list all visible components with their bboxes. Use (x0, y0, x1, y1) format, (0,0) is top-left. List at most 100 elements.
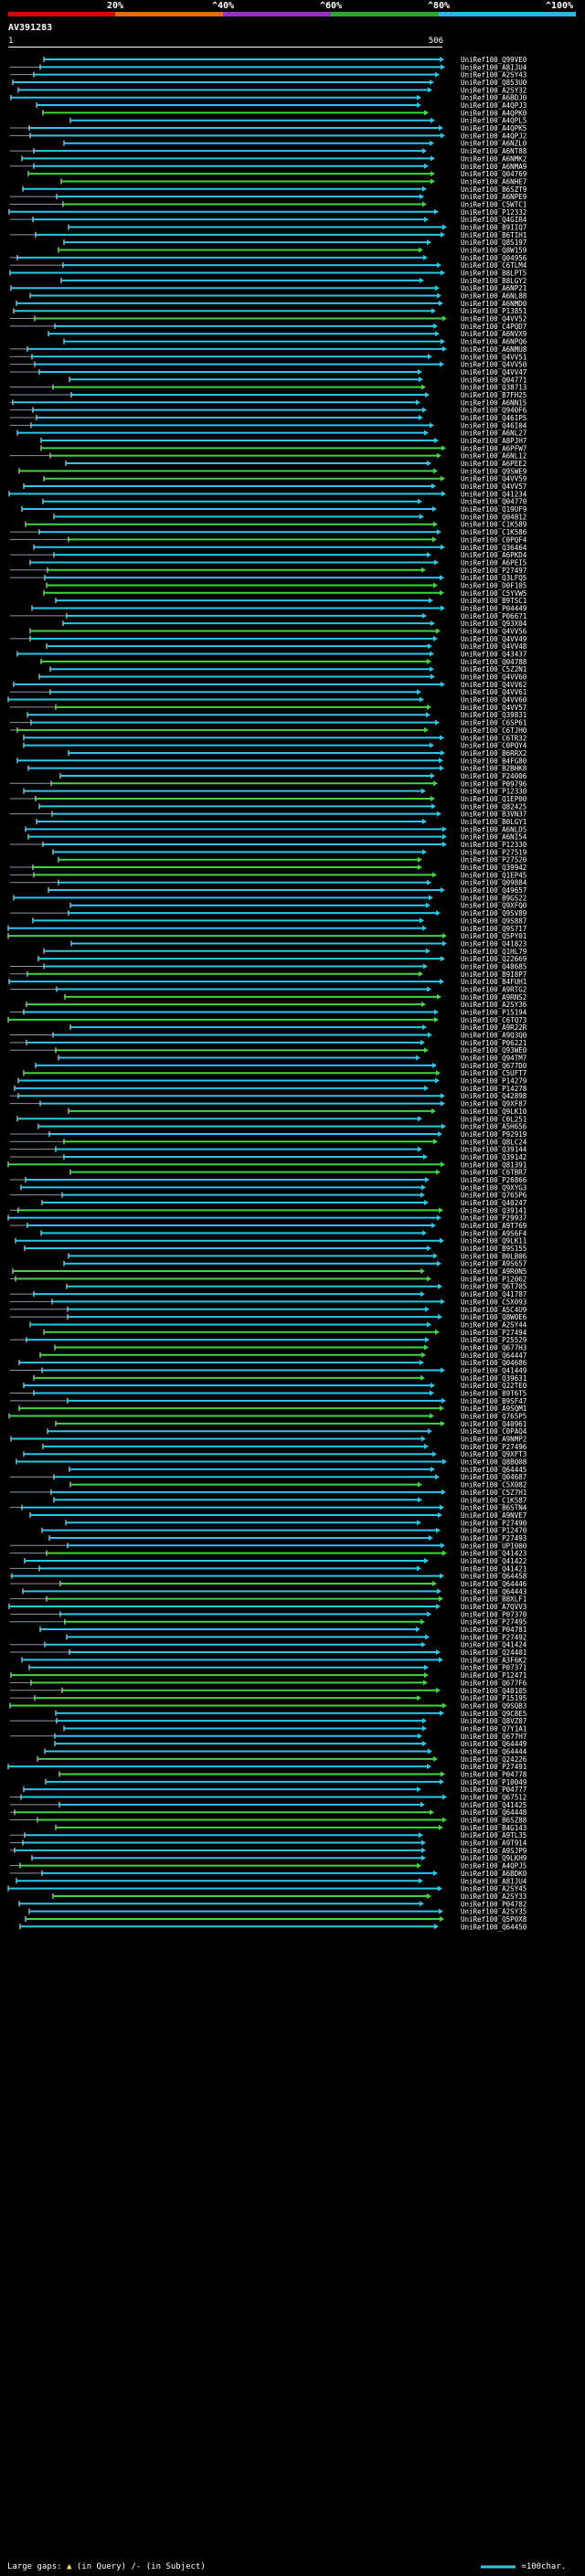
hit-label[interactable]: UniRef100_P12471 (461, 1671, 526, 1680)
hit-label[interactable]: UniRef100_Q64449 (461, 1740, 526, 1748)
hit-label[interactable]: UniRef100_C5X082 (461, 1481, 526, 1489)
hit-label[interactable]: UniRef100_Q40247 (461, 1199, 526, 1207)
hit-label[interactable]: UniRef100_B7FH25 (461, 391, 526, 399)
hit-label[interactable]: UniRef100_Q22669 (461, 955, 526, 963)
hit-label[interactable]: UniRef100_A6NL27 (461, 429, 526, 438)
hit-label[interactable]: UniRef100_A9R22R (461, 1023, 527, 1032)
hit-label[interactable]: UniRef100_Q38713 (461, 384, 526, 392)
hit-label[interactable]: UniRef100_P27519 (461, 848, 526, 856)
hit-label[interactable]: UniRef100_Q9SV89 (461, 909, 526, 917)
hit-label[interactable]: UniRef100_C5Z7H1 (461, 1489, 526, 1497)
hit-label[interactable]: UniRef100_A2SY36 (461, 1001, 527, 1009)
hit-label[interactable]: UniRef100_Q48685 (461, 962, 526, 970)
hit-label[interactable]: UniRef100_C5YVW5 (461, 589, 526, 598)
hit-label[interactable]: UniRef100_Q82425 (461, 802, 526, 811)
hit-label[interactable]: UniRef100_P27491 (461, 1763, 526, 1771)
hit-label[interactable]: UniRef100_A4QPJ5 (461, 1862, 526, 1871)
hit-label[interactable]: UniRef100_Q93X04 (461, 620, 527, 628)
hit-label[interactable]: UniRef100_Q4VV62 (461, 681, 526, 689)
hit-label[interactable]: UniRef100_A6NZL0 (461, 140, 527, 148)
hit-label[interactable]: UniRef100_B9T6T5 (461, 1390, 526, 1398)
hit-label[interactable]: UniRef100_B9I8P7 (461, 970, 526, 979)
hit-label[interactable]: UniRef100_A6NHE7 (461, 177, 526, 186)
hit-label[interactable]: UniRef100_C6TJH0 (461, 726, 527, 735)
hit-label[interactable]: UniRef100_C0PQF4 (461, 535, 527, 544)
hit-label[interactable]: UniRef100_Q41423 (461, 1550, 526, 1558)
hit-label[interactable]: UniRef100_Q46I04 (461, 421, 527, 429)
hit-label[interactable]: UniRef100_C6TLM4 (461, 261, 527, 270)
hit-label[interactable]: UniRef100_Q5P0X8 (461, 1915, 527, 1924)
hit-label[interactable]: UniRef100_A6NT88 (461, 147, 527, 155)
hit-label[interactable]: UniRef100_Q04770 (461, 498, 527, 506)
hit-label[interactable]: UniRef100_Q7Y1A1 (461, 1724, 526, 1733)
hit-label[interactable]: UniRef100_Q9S887 (461, 917, 526, 925)
hit-label[interactable]: UniRef100_P27497 (461, 567, 526, 575)
hit-label[interactable]: UniRef100_Q64448 (461, 1808, 527, 1817)
hit-label[interactable]: UniRef100_C6TQ73 (461, 1016, 526, 1024)
hit-label[interactable]: UniRef100_Q9LK11 (461, 1237, 526, 1246)
hit-label[interactable]: UniRef100_A4QPK0 (461, 109, 527, 117)
hit-label[interactable]: UniRef100_Q4VV60 (461, 696, 527, 705)
hit-label[interactable]: UniRef100_B6SZT9 (461, 186, 526, 194)
hit-label[interactable]: UniRef100_Q9S717 (461, 925, 526, 933)
hit-label[interactable]: UniRef100_A9RNS2 (461, 993, 526, 1002)
hit-label[interactable]: UniRef100_B3VN37 (461, 811, 526, 819)
hit-label[interactable]: UniRef100_Q1HL79 (461, 948, 526, 956)
hit-label[interactable]: UniRef100_P06671 (461, 612, 526, 620)
hit-label[interactable]: UniRef100_Q99VE0 (461, 56, 527, 64)
hit-label[interactable]: UniRef100_A9Q3Q0 (461, 1032, 527, 1040)
hit-label[interactable]: UniRef100_Q39831 (461, 711, 526, 719)
hit-label[interactable]: UniRef100_Q46IP5 (461, 414, 526, 422)
hit-label[interactable]: UniRef100_A6BDJ0 (461, 94, 527, 102)
hit-label[interactable]: UniRef100_Q940F6 (461, 407, 527, 415)
hit-label[interactable]: UniRef100_Q04812 (461, 513, 526, 521)
hit-label[interactable]: UniRef100_A6NPE9 (461, 193, 526, 201)
hit-label[interactable]: UniRef100_Q43437 (461, 651, 526, 659)
hit-label[interactable]: UniRef100_Q4VV51 (461, 353, 526, 361)
hit-label[interactable]: UniRef100_P27494 (461, 1329, 527, 1337)
hit-label[interactable]: UniRef100_P12062 (461, 1275, 526, 1283)
hit-label[interactable]: UniRef100_Q19UF9 (461, 505, 526, 514)
hit-label[interactable]: UniRef100_Q64443 (461, 1587, 526, 1595)
hit-label[interactable]: UniRef100_A9SQM1 (461, 1405, 526, 1413)
hit-label[interactable]: UniRef100_Q36464 (461, 544, 527, 552)
hit-label[interactable]: UniRef100_P27492 (461, 1633, 526, 1641)
hit-label[interactable]: UniRef100_A9S6F4 (461, 1229, 527, 1237)
hit-label[interactable]: UniRef100_Q4GIR4 (461, 216, 527, 224)
hit-label[interactable]: UniRef100_A2SY33 (461, 1892, 526, 1901)
hit-label[interactable]: UniRef100_B9GS22 (461, 894, 526, 902)
hit-label[interactable]: UniRef100_C1K589 (461, 521, 526, 529)
hit-label[interactable]: UniRef100_A8IJU4 (461, 63, 527, 71)
hit-label[interactable]: UniRef100_P12330 (461, 841, 527, 849)
hit-label[interactable]: UniRef100_C5WTC1 (461, 200, 526, 208)
hit-label[interactable]: UniRef100_A5C4U9 (461, 1306, 526, 1314)
hit-label[interactable]: UniRef100_Q67512 (461, 1794, 526, 1802)
hit-label[interactable]: UniRef100_C6TR32 (461, 734, 526, 742)
hit-label[interactable]: UniRef100_Q41823 (461, 939, 526, 948)
hit-label[interactable]: UniRef100_Q39142 (461, 1153, 526, 1161)
hit-label[interactable]: UniRef100_Q8BQ08 (461, 1458, 527, 1467)
hit-label[interactable]: UniRef100_P12470 (461, 1527, 527, 1535)
hit-label[interactable]: UniRef100_A2SY44 (461, 1320, 527, 1329)
hit-label[interactable]: UniRef100_B8LPT5 (461, 270, 526, 278)
hit-label[interactable]: UniRef100_A7QVV3 (461, 1603, 526, 1611)
hit-label[interactable]: UniRef100_A6NPQ6 (461, 338, 527, 346)
hit-label[interactable]: UniRef100_A6NP21 (461, 284, 526, 292)
hit-label[interactable]: UniRef100_P29937 (461, 1214, 526, 1223)
hit-label[interactable]: UniRef100_A5H656 (461, 1123, 527, 1131)
hit-label[interactable]: UniRef100_Q39144 (461, 1146, 527, 1154)
hit-label[interactable]: UniRef100_Q8S197 (461, 239, 526, 247)
hit-label[interactable]: UniRef100_Q41421 (461, 1564, 526, 1573)
hit-label[interactable]: UniRef100_Q4VV50 (461, 361, 527, 369)
hit-label[interactable]: UniRef100_P04778 (461, 1771, 527, 1779)
hit-label[interactable]: UniRef100_A2SY35 (461, 1908, 526, 1916)
hit-label[interactable]: UniRef100_B9S155 (461, 1245, 526, 1253)
hit-label[interactable]: UniRef100_Q41234 (461, 490, 527, 498)
hit-label[interactable]: UniRef100_Q9XF87 (461, 1100, 526, 1108)
hit-label[interactable]: UniRef100_P10049 (461, 1778, 526, 1786)
hit-label[interactable]: UniRef100_B8XLF1 (461, 1595, 526, 1604)
hit-label[interactable]: UniRef100_A8IJU4 (461, 1877, 527, 1885)
hit-label[interactable]: UniRef100_Q42898 (461, 1092, 527, 1100)
hit-label[interactable]: UniRef100_Q4VV47 (461, 368, 526, 376)
hit-label[interactable]: UniRef100_A6NI54 (461, 833, 527, 842)
